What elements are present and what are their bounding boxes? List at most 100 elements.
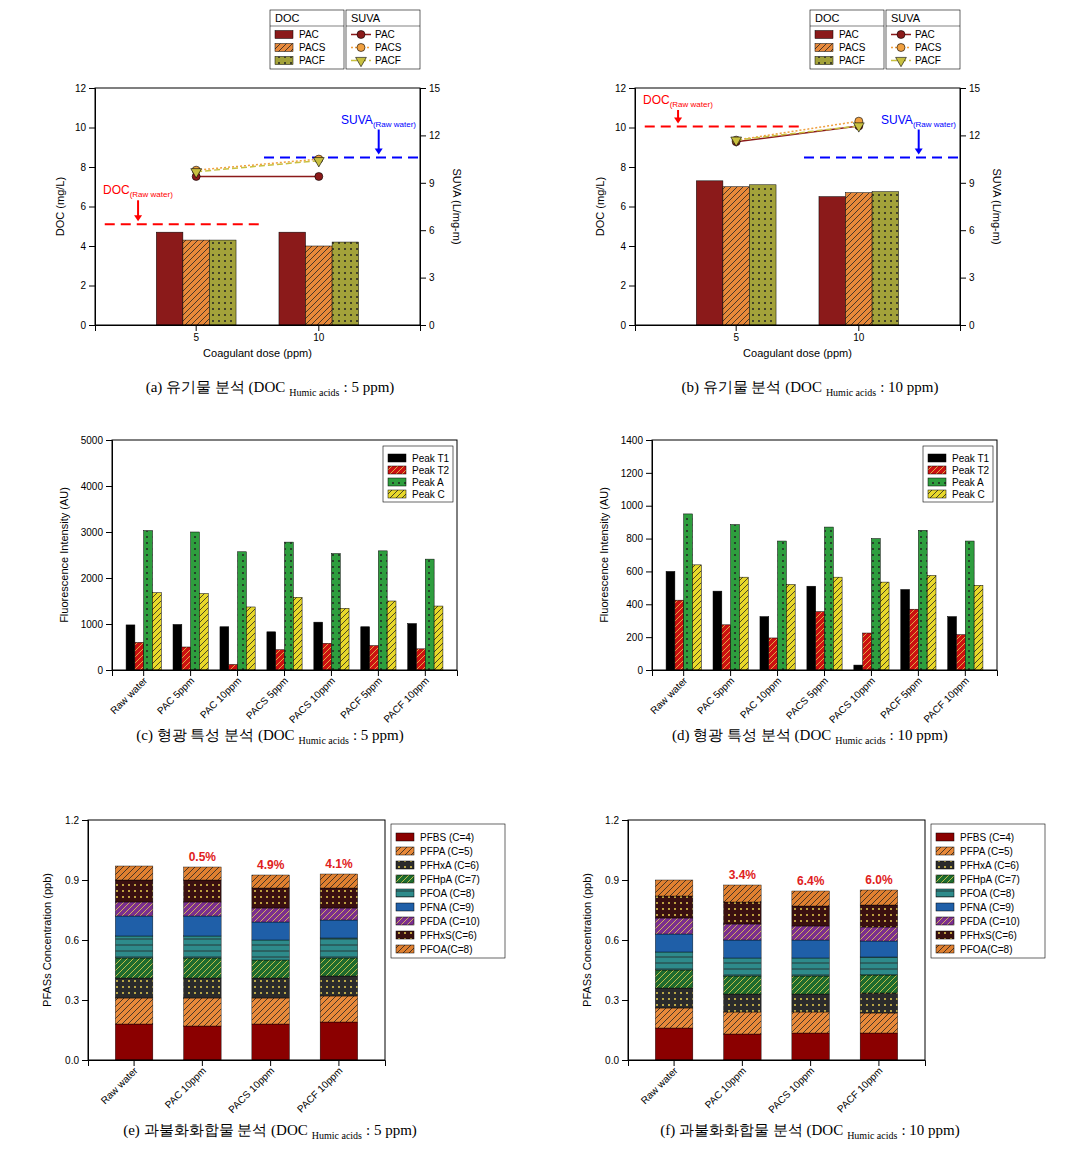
bar-segment bbox=[320, 920, 358, 938]
legend-label: Peak T2 bbox=[412, 465, 449, 476]
bar-segment bbox=[184, 998, 222, 1026]
bar bbox=[331, 554, 340, 670]
tick-label: PACF 10ppm bbox=[921, 675, 971, 725]
bar bbox=[749, 185, 776, 325]
bar-segment bbox=[184, 916, 222, 936]
bar bbox=[425, 559, 434, 670]
bar-segment bbox=[655, 970, 693, 988]
bar bbox=[276, 650, 285, 670]
caption-text: (f) 과불화화합물 분석 (DOC bbox=[660, 1122, 843, 1139]
bar-segment bbox=[252, 960, 290, 978]
tick-mark bbox=[143, 670, 144, 676]
bar bbox=[901, 590, 910, 671]
bar-segment bbox=[724, 976, 762, 994]
tick: 0 bbox=[960, 320, 975, 331]
bar bbox=[786, 585, 795, 670]
bar-segment bbox=[724, 958, 762, 976]
legend-swatch bbox=[396, 903, 414, 911]
bar-segment bbox=[655, 934, 693, 952]
tick-mark bbox=[629, 128, 635, 129]
bar-segment bbox=[860, 957, 898, 975]
bar bbox=[238, 552, 247, 670]
tick-mark bbox=[270, 1060, 271, 1066]
legend-swatch bbox=[815, 44, 833, 52]
tick: 10 bbox=[853, 325, 865, 343]
bar bbox=[209, 240, 236, 325]
tick-label: 9 bbox=[969, 178, 975, 189]
bar bbox=[182, 647, 191, 670]
legend-box bbox=[886, 10, 960, 69]
tick-label: 9 bbox=[429, 178, 435, 189]
tick-mark bbox=[730, 670, 731, 676]
bar bbox=[722, 625, 731, 670]
tick-mark bbox=[420, 88, 426, 89]
legend-box bbox=[810, 10, 884, 69]
tick-mark bbox=[89, 128, 95, 129]
panel: 0.00.30.60.91.2Raw waterPAC 10ppmPACS 10… bbox=[581, 815, 1046, 1141]
tick: 10 bbox=[75, 122, 95, 133]
tick-mark bbox=[878, 1060, 879, 1066]
legend: SUVAPACPACSPACF bbox=[886, 10, 960, 69]
bar bbox=[816, 612, 825, 670]
x-axis: Raw waterPAC 5ppmPAC 10ppmPACS 5ppmPACS … bbox=[648, 670, 997, 725]
bar bbox=[340, 608, 349, 670]
tick: 9 bbox=[960, 178, 975, 189]
tick: 10 bbox=[313, 325, 325, 343]
tick-mark bbox=[777, 670, 778, 676]
legend-swatch bbox=[396, 833, 414, 841]
plot-frame bbox=[628, 820, 925, 1060]
legend-swatch bbox=[928, 478, 946, 486]
legend-label: PFHpA (C=7) bbox=[960, 874, 1020, 885]
legend-label: PACF bbox=[839, 55, 865, 66]
tick-mark bbox=[646, 571, 652, 572]
legend-label: PFHxA (C=6) bbox=[960, 860, 1019, 871]
legend: DOCPACPACSPACF bbox=[810, 10, 884, 69]
caption-text: (b) 유기물 분석 (DOC bbox=[681, 379, 821, 396]
legend-label: PFHpA (C=7) bbox=[420, 874, 480, 885]
bar bbox=[378, 551, 387, 670]
tick-mark bbox=[196, 325, 197, 331]
tick: PACS 5ppm bbox=[244, 670, 290, 721]
legend-label: PFOA(C=8) bbox=[420, 944, 473, 955]
tick-mark bbox=[646, 506, 652, 507]
tick-mark bbox=[338, 1060, 339, 1066]
y-axis: 024681012 bbox=[75, 83, 96, 331]
bar bbox=[696, 181, 723, 325]
tick-mark bbox=[629, 88, 635, 89]
bar-segment bbox=[184, 867, 222, 880]
tick-mark bbox=[646, 604, 652, 605]
tick: 12 bbox=[75, 83, 95, 94]
tick-label: 12 bbox=[75, 83, 87, 94]
tick: 0.9 bbox=[65, 875, 88, 886]
tick: 8 bbox=[80, 162, 95, 173]
bar-segment bbox=[115, 1024, 153, 1060]
tick: 1000 bbox=[81, 619, 112, 630]
reference-label: DOC(Raw water) bbox=[643, 93, 713, 109]
tick-label: 800 bbox=[626, 533, 643, 544]
tick: 8 bbox=[620, 162, 635, 173]
tick-label: 0.3 bbox=[65, 995, 79, 1006]
tick-mark bbox=[918, 670, 919, 676]
axis-line bbox=[89, 1061, 386, 1067]
bar bbox=[183, 240, 210, 325]
tick-mark bbox=[89, 88, 95, 89]
axis-line bbox=[421, 89, 427, 326]
caption-subscript: Humic acids bbox=[847, 1130, 897, 1141]
tick-label: PACS 5ppm bbox=[784, 675, 830, 721]
legend: PFBS (C=4)PFPA (C=5)PFHxA (C=6)PFHpA (C=… bbox=[391, 824, 505, 958]
tick-label: Raw water bbox=[639, 1064, 681, 1106]
legend-swatch bbox=[928, 454, 946, 462]
legend-label: PFDA (C=10) bbox=[960, 916, 1020, 927]
legend-swatch bbox=[396, 931, 414, 939]
tick-label: PAC 5ppm bbox=[695, 675, 736, 716]
reference-arrow bbox=[378, 130, 380, 150]
bar-segment bbox=[320, 1022, 358, 1060]
bar-segment bbox=[860, 890, 898, 905]
tick-label: 3 bbox=[969, 272, 975, 283]
tick: 0.3 bbox=[605, 995, 628, 1006]
tick-mark bbox=[646, 670, 652, 671]
legend-swatch bbox=[396, 875, 414, 883]
tick-label: 1200 bbox=[621, 468, 644, 479]
tick: 4 bbox=[80, 241, 95, 252]
legend-label: PACS bbox=[375, 42, 402, 53]
